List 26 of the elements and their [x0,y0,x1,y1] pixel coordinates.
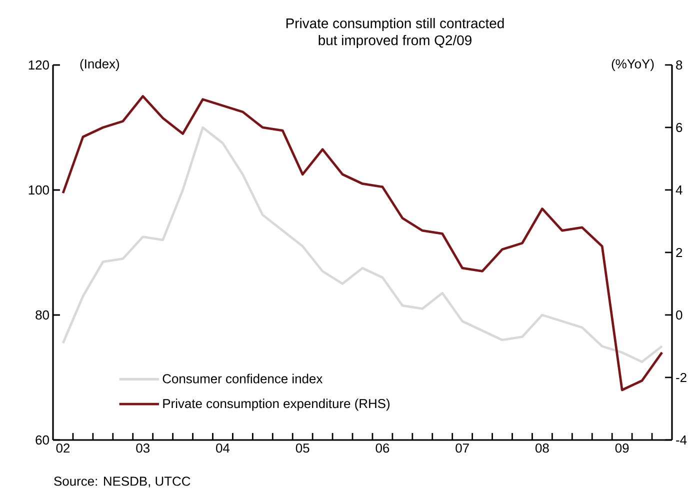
legend-label: Consumer confidence index [162,374,323,384]
y2-tick-label: 0 [676,310,682,320]
y2-tick-label: 6 [676,123,682,132]
x-tick-label: 08 [536,444,549,453]
x-tick-label: 06 [376,444,390,453]
y2-tick-label: 2 [676,248,682,258]
y2-tick-label: -4 [676,436,687,445]
y-axis-title: (Index) [80,59,120,72]
x-tick-label: 03 [136,444,150,453]
chart-title: Private consumption still contracted but improved from Q2/09 [286,18,504,48]
x-tick-label: 05 [296,444,310,453]
y-tick-label: 80 [36,310,49,320]
x-tick-label: 09 [615,444,629,453]
x-tick-label: 04 [216,444,230,453]
y-tick-label: 100 [28,186,49,195]
legend-label: Private consumption expenditure (RHS) [163,398,390,411]
line-series [62,95,664,392]
y-tick-label: 120 [28,60,49,70]
y2-axis-title: (%YoY) [612,59,654,72]
y-tick-label: 60 [36,436,49,445]
x-tick-label: 07 [456,444,469,453]
y2-tick-label: 4 [676,186,682,195]
y2-tick-label: -2 [676,373,686,382]
y2-tick-label: 8 [676,60,682,70]
source-note: Source: NESDB, UTCC [54,476,190,488]
x-tick-label: 02 [56,444,70,453]
